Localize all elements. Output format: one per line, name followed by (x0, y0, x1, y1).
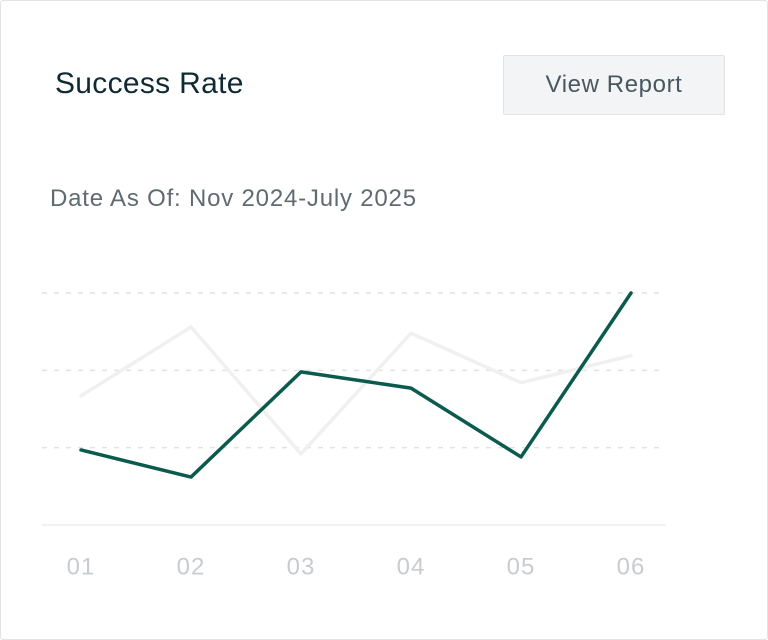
view-report-button[interactable]: View Report (503, 55, 725, 115)
date-range: Date As Of: Nov 2024-July 2025 (50, 185, 417, 212)
x-tick-label: 03 (287, 553, 316, 580)
x-tick-label: 06 (617, 553, 646, 580)
card-title: Success Rate (55, 67, 244, 100)
line-series (79, 291, 633, 479)
x-tick-label: 05 (507, 553, 536, 580)
line-series (79, 325, 633, 456)
x-tick-label: 04 (397, 553, 426, 580)
x-tick-label: 01 (67, 553, 96, 580)
x-tick-label: 02 (177, 553, 206, 580)
